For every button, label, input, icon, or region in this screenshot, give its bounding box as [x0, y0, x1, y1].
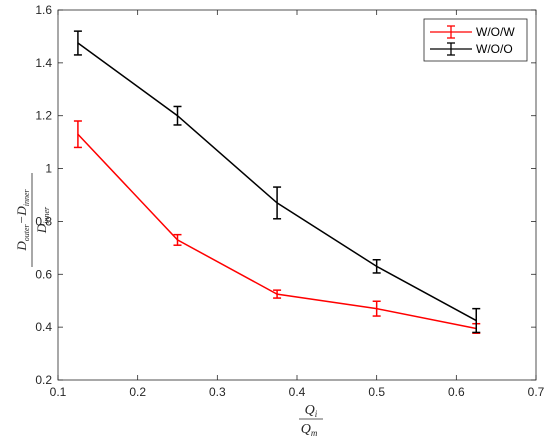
- data-point: [276, 293, 278, 295]
- x-title-numerator: Q: [305, 403, 315, 418]
- y-title-numerator-b-sub: inner: [22, 188, 31, 206]
- data-point: [475, 319, 477, 322]
- legend: W/O/W W/O/O: [423, 18, 528, 62]
- series-w-o-o: [73, 30, 481, 334]
- series-layer: [73, 30, 481, 334]
- x-tick-label: 0.2: [129, 385, 146, 399]
- legend-item-w-o-w: W/O/W: [430, 25, 515, 39]
- svg-text:Douter−Dinner: Douter−Dinner: [14, 188, 31, 251]
- data-point: [376, 308, 378, 310]
- svg-text:Qm: Qm: [301, 422, 318, 438]
- axes: 0.1 0.2 0.3 0.4 0.5 0.6 0.70.20.40.60.811.21.4…: [35, 3, 544, 399]
- data-point: [77, 133, 79, 135]
- y-tick-label: 0.4: [35, 320, 52, 334]
- y-tick-label: 0.6: [35, 267, 52, 281]
- y-title-numerator-b: D: [14, 206, 29, 217]
- legend-item-w-o-o: W/O/O: [430, 42, 513, 56]
- legend-box: [423, 18, 528, 62]
- data-point: [276, 202, 278, 204]
- y-title-denominator-sub: inner: [42, 206, 51, 224]
- plot-area: [58, 10, 536, 380]
- y-tick-label: 1.4: [35, 56, 52, 70]
- y-title-denominator: D: [34, 223, 49, 234]
- x-axis-title: Qi Qm: [299, 403, 323, 438]
- x-tick-label: 0.5: [368, 385, 385, 399]
- y-tick-label: 1.6: [35, 3, 52, 17]
- legend-label-w-o-o: W/O/O: [476, 42, 513, 56]
- x-title-numerator-sub: i: [315, 409, 318, 419]
- data-point: [176, 115, 179, 117]
- y-tick-label: 1: [45, 162, 52, 176]
- y-tick-label: 0.8: [35, 214, 52, 228]
- y-tick-label: 1.2: [35, 109, 52, 123]
- data-point: [77, 42, 79, 44]
- svg-text:Dinner: Dinner: [34, 206, 51, 234]
- y-axis-title: Douter−Dinner Dinner: [14, 173, 51, 267]
- y-tick-label: 0.2: [35, 373, 52, 387]
- y-title-numerator-a: D: [14, 241, 29, 252]
- x-title-denominator-sub: m: [311, 428, 318, 438]
- data-point: [176, 239, 179, 241]
- x-tick-label: 0.4: [289, 385, 306, 399]
- data-point: [376, 265, 378, 267]
- svg-text:Qi: Qi: [305, 403, 318, 419]
- x-title-denominator: Q: [301, 422, 311, 437]
- x-tick-label: 0.3: [209, 385, 226, 399]
- x-tick-label: 0.6: [448, 385, 465, 399]
- x-tick-label: 0.1: [50, 385, 67, 399]
- y-title-numerator-a-sub: outer: [22, 224, 31, 242]
- legend-label-w-o-w: W/O/W: [476, 25, 515, 39]
- plot-background: [58, 10, 536, 380]
- x-tick-label: 0.7: [528, 385, 545, 399]
- y-title-minus: −: [14, 216, 29, 225]
